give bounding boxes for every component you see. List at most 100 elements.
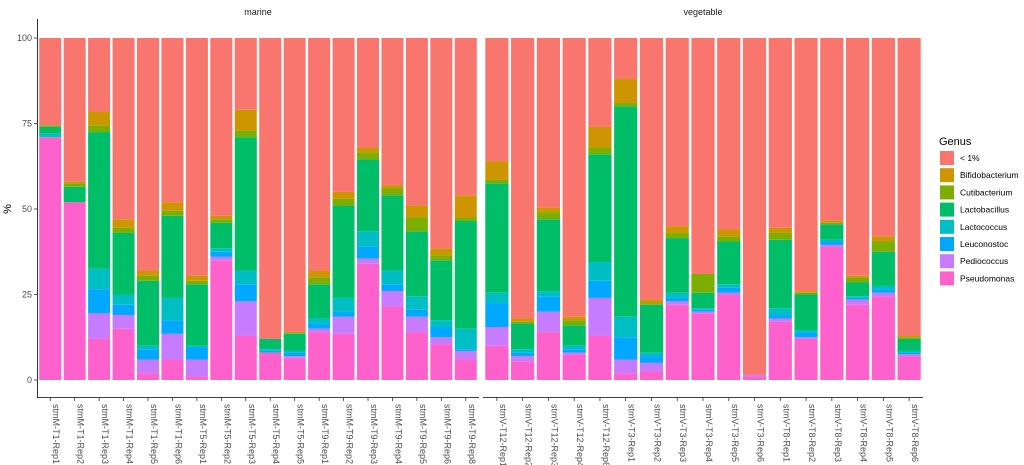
bar-segment-pediococcus xyxy=(897,354,921,357)
bar-segment-pediococcus xyxy=(511,356,535,362)
bar-segment-1 xyxy=(794,38,818,292)
bar-segment-lactobacillus xyxy=(717,241,741,285)
bar-segment-1 xyxy=(614,38,638,80)
bar-segment-1 xyxy=(871,38,895,237)
bar-segment-pseudomonas xyxy=(161,359,184,380)
bar-segment-bifidobacterium xyxy=(794,291,818,293)
bar-segment-leuconostoc xyxy=(357,246,379,259)
bar-segment-pseudomonas xyxy=(357,263,379,380)
bar-segment-1 xyxy=(536,38,561,208)
bar-segment-bifidobacterium xyxy=(871,236,895,242)
bar-segment-pseudomonas xyxy=(639,371,664,380)
bar-segment-pediococcus xyxy=(768,318,792,322)
facet-marine: marine stmM-T1-Rep1 stmM-T1-Rep2 stmM-T1-Re… xyxy=(37,7,479,464)
bar-segment-pediococcus xyxy=(88,313,111,339)
bar-segment-lactobacillus xyxy=(137,280,159,346)
bar-segment-leuconostoc xyxy=(210,251,233,257)
bar-segment-cutibacterium xyxy=(161,210,184,216)
bar-stmv-t8-rep4 xyxy=(845,38,870,380)
bar-segment-leuconostoc xyxy=(871,289,895,293)
bar-segment-cutibacterium xyxy=(39,125,62,127)
bar-segment-pseudomonas xyxy=(768,321,792,380)
bar-segment-pediococcus xyxy=(308,328,331,333)
bar-segment-bifidobacterium xyxy=(210,215,233,220)
bar-segment-cutibacterium xyxy=(210,219,233,223)
bar-segment-lactococcus xyxy=(88,268,111,290)
bar-segment-leuconostoc xyxy=(639,356,664,363)
y-tick-label: 25 xyxy=(22,290,32,300)
bar-segment-lactobacillus xyxy=(308,284,331,319)
bar-segment-lactococcus xyxy=(234,270,257,285)
bar-segment-bifidobacterium xyxy=(485,161,509,180)
bar-segment-leuconostoc xyxy=(614,337,638,360)
bar-segment-lactococcus xyxy=(639,352,664,357)
x-tick-label: stmV-T8-Rep1 xyxy=(781,404,791,462)
bar-segment-cutibacterium xyxy=(308,277,331,285)
bar-stmm-t1-rep6 xyxy=(161,38,184,380)
bar-segment-pediococcus xyxy=(588,297,612,336)
bar-segment-leuconostoc xyxy=(332,311,355,317)
bar-segment-lactobacillus xyxy=(185,284,208,346)
legend-label: Bifidobacterium xyxy=(960,170,1019,180)
bar-segment-pseudomonas xyxy=(381,306,404,380)
bar-segment-1 xyxy=(63,38,86,182)
bar-segment-cutibacterium xyxy=(137,275,159,281)
bar-segment-pseudomonas xyxy=(137,373,159,380)
bar-segment-pseudomonas xyxy=(405,332,428,380)
bar-segment-cutibacterium xyxy=(88,125,111,133)
bar-segment-pediococcus xyxy=(639,362,664,372)
bar-segment-lactobacillus xyxy=(234,137,257,271)
bar-stmm-t9-rep4 xyxy=(381,38,404,380)
bar-segment-lactobacillus xyxy=(562,325,586,346)
legend-swatch xyxy=(940,185,954,200)
bar-segment-lactobacillus xyxy=(485,183,509,293)
x-tick-label: stmV-T3-Rep3 xyxy=(678,404,688,462)
bar-stmv-t12-rep2 xyxy=(511,38,535,380)
bar-segment-pediococcus xyxy=(614,359,638,374)
bar-stmv-t12-rep3 xyxy=(536,38,561,380)
x-tick-label: stmM-T9-Rep3 xyxy=(369,404,379,464)
bar-segment-1 xyxy=(742,38,767,375)
bar-segment-lactococcus xyxy=(259,349,282,351)
bar-segment-cutibacterium xyxy=(405,217,428,232)
bar-segment-cutibacterium xyxy=(614,102,638,107)
bar-segment-1 xyxy=(665,38,689,227)
bar-segment-lactobacillus xyxy=(161,215,184,298)
facet-title: marine xyxy=(244,7,272,17)
bar-segment-lactococcus xyxy=(511,349,535,353)
bar-segment-cutibacterium xyxy=(897,337,921,339)
bar-segment-bifidobacterium xyxy=(536,207,561,213)
bar-stmm-t1-rep5 xyxy=(137,38,159,380)
y-axis: 0 25 50 75 100% xyxy=(2,19,38,398)
bar-segment-1 xyxy=(454,38,477,196)
bar-segment-cutibacterium xyxy=(845,277,870,283)
bar-segment-leuconostoc xyxy=(562,349,586,353)
bar-segment-pseudomonas xyxy=(897,356,921,380)
bar-segment-lactococcus xyxy=(897,350,921,353)
bar-segment-1 xyxy=(845,38,870,276)
legend-item-lactobacillus: Lactobacillus xyxy=(940,202,1009,217)
bar-segment-leuconostoc xyxy=(259,350,282,353)
bar-segment-lactococcus xyxy=(430,320,453,327)
bar-stmv-t8-rep6 xyxy=(897,38,921,380)
bar-segment-1 xyxy=(588,38,612,127)
bar-segment-cutibacterium xyxy=(717,236,741,242)
x-tick-label: stmV-T12-Rep3 xyxy=(549,404,559,465)
x-tick-label: stmM-T1-Rep3 xyxy=(100,404,110,464)
bar-segment-pseudomonas xyxy=(332,333,355,380)
bar-segment-lactobacillus xyxy=(405,231,428,297)
bar-segment-lactococcus xyxy=(536,291,561,297)
bar-segment-pseudomonas xyxy=(234,335,257,380)
x-tick-label: stmM-T9-Rep8 xyxy=(467,404,477,464)
bar-segment-cutibacterium xyxy=(485,179,509,184)
bar-stmm-t1-rep2 xyxy=(63,38,86,380)
bar-segment-1 xyxy=(332,38,355,192)
x-tick-label: stmV-T8-Rep4 xyxy=(859,404,869,462)
bar-segment-leuconostoc xyxy=(430,326,453,338)
facets: marine stmM-T1-Rep1 stmM-T1-Rep2 stmM-T1-Re… xyxy=(37,7,923,465)
bar-segment-pediococcus xyxy=(283,356,306,358)
x-tick-label: stmV-T12-Rep6 xyxy=(601,404,611,465)
bar-segment-pseudomonas xyxy=(308,332,331,380)
legend-label: Pseudomonas xyxy=(960,273,1014,283)
